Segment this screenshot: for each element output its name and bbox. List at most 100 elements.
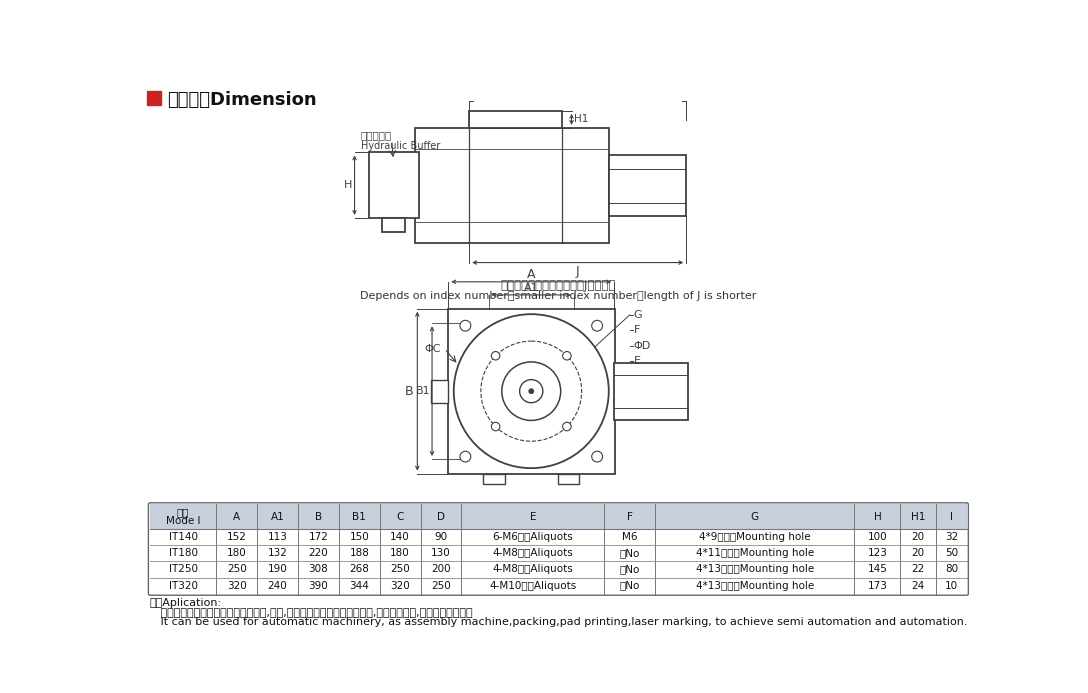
Circle shape bbox=[562, 351, 571, 360]
Text: B: B bbox=[405, 385, 413, 398]
Text: 180: 180 bbox=[227, 548, 247, 559]
Circle shape bbox=[592, 451, 603, 462]
Text: 80: 80 bbox=[944, 564, 959, 574]
Text: 240: 240 bbox=[268, 581, 287, 590]
Text: H1: H1 bbox=[573, 114, 588, 124]
Bar bbox=[147, 91, 161, 105]
Text: B1: B1 bbox=[353, 511, 367, 522]
Circle shape bbox=[529, 389, 533, 394]
Text: 113: 113 bbox=[268, 532, 287, 542]
Text: 外型尺寸Dimension: 外型尺寸Dimension bbox=[166, 91, 317, 109]
Text: D: D bbox=[437, 511, 445, 522]
Text: 20: 20 bbox=[912, 548, 925, 559]
Circle shape bbox=[592, 320, 603, 331]
Text: 152: 152 bbox=[226, 532, 247, 542]
Text: 无No: 无No bbox=[620, 564, 640, 574]
Text: 344: 344 bbox=[349, 581, 369, 590]
Text: It can be used for automatic machinery, as assembly machine,packing,pad printing: It can be used for automatic machinery, … bbox=[150, 617, 967, 627]
Text: H1: H1 bbox=[911, 511, 926, 522]
Text: 123: 123 bbox=[867, 548, 888, 559]
Bar bbox=[609, 155, 687, 216]
Circle shape bbox=[562, 422, 571, 431]
Bar bbox=[369, 152, 419, 218]
Text: 用途Aplication:: 用途Aplication: bbox=[150, 598, 222, 608]
Text: 250: 250 bbox=[227, 564, 247, 574]
Text: 320: 320 bbox=[227, 581, 247, 590]
Text: A1: A1 bbox=[524, 283, 539, 293]
Text: 130: 130 bbox=[431, 548, 450, 559]
Text: 4*9安装孔Mounting hole: 4*9安装孔Mounting hole bbox=[700, 532, 811, 542]
Text: 50: 50 bbox=[944, 548, 959, 559]
Bar bbox=[431, 380, 448, 403]
Text: B: B bbox=[314, 511, 322, 522]
Text: Depends on index number，smaller index number，length of J is shorter: Depends on index number，smaller index nu… bbox=[360, 292, 756, 301]
Text: B1: B1 bbox=[417, 386, 431, 396]
Text: 100: 100 bbox=[867, 532, 888, 542]
Bar bbox=[614, 362, 688, 421]
Text: 6-M6等分Aliquots: 6-M6等分Aliquots bbox=[493, 532, 573, 542]
Text: A: A bbox=[527, 268, 535, 281]
Text: H: H bbox=[874, 511, 881, 522]
Bar bbox=[448, 309, 615, 474]
Circle shape bbox=[502, 362, 560, 421]
Text: 150: 150 bbox=[349, 532, 369, 542]
Bar bbox=[382, 218, 405, 231]
Text: 无No: 无No bbox=[620, 581, 640, 590]
Text: 140: 140 bbox=[391, 532, 410, 542]
Text: 268: 268 bbox=[349, 564, 369, 574]
Circle shape bbox=[520, 380, 543, 403]
Text: 190: 190 bbox=[268, 564, 287, 574]
Text: 应用于装配机，台钻丝攻一体机包装,移印,激光打标等多工位自动化机械,实现半自动化,自动化生产加工。: 应用于装配机，台钻丝攻一体机包装,移印,激光打标等多工位自动化机械,实现半自动化… bbox=[150, 608, 472, 618]
Bar bbox=[558, 473, 579, 484]
Text: 145: 145 bbox=[867, 564, 888, 574]
Text: IT250: IT250 bbox=[169, 564, 198, 574]
Text: A: A bbox=[233, 511, 240, 522]
Text: M6: M6 bbox=[622, 532, 638, 542]
Text: 油压缓冲器: 油压缓冲器 bbox=[361, 130, 392, 141]
Text: 4*13安装孔Mounting hole: 4*13安装孔Mounting hole bbox=[696, 581, 814, 590]
Text: H: H bbox=[344, 180, 353, 190]
Text: 320: 320 bbox=[391, 581, 410, 590]
Text: IT320: IT320 bbox=[169, 581, 198, 590]
Text: 4*11安装孔Mounting hole: 4*11安装孔Mounting hole bbox=[696, 548, 814, 559]
Bar bbox=[150, 505, 967, 529]
Text: 4-M8等分Aliquots: 4-M8等分Aliquots bbox=[493, 564, 573, 574]
Text: 180: 180 bbox=[391, 548, 410, 559]
Text: J: J bbox=[576, 265, 580, 279]
Text: G: G bbox=[751, 511, 759, 522]
Text: 250: 250 bbox=[431, 581, 450, 590]
Text: 172: 172 bbox=[309, 532, 329, 542]
Text: Hydraulic Buffer: Hydraulic Buffer bbox=[361, 141, 440, 150]
Circle shape bbox=[454, 314, 609, 468]
Text: 4-M8等分Aliquots: 4-M8等分Aliquots bbox=[493, 548, 573, 559]
Text: G: G bbox=[633, 310, 642, 320]
Text: 22: 22 bbox=[912, 564, 925, 574]
Text: E: E bbox=[633, 356, 641, 366]
Text: 20: 20 bbox=[912, 532, 925, 542]
Text: F: F bbox=[633, 325, 640, 335]
Text: Mode I: Mode I bbox=[165, 516, 200, 526]
Circle shape bbox=[492, 422, 499, 431]
Text: 4*13安装孔Mounting hole: 4*13安装孔Mounting hole bbox=[696, 564, 814, 574]
Text: C: C bbox=[396, 511, 404, 522]
Text: 390: 390 bbox=[309, 581, 329, 590]
Text: 220: 220 bbox=[309, 548, 329, 559]
Text: ΦC: ΦC bbox=[424, 344, 441, 354]
Text: 无No: 无No bbox=[620, 548, 640, 559]
Text: A1: A1 bbox=[271, 511, 284, 522]
Text: 32: 32 bbox=[944, 532, 959, 542]
Text: 90: 90 bbox=[434, 532, 447, 542]
Text: IT180: IT180 bbox=[169, 548, 198, 559]
Text: F: F bbox=[627, 511, 633, 522]
Text: 24: 24 bbox=[912, 581, 925, 590]
Text: 308: 308 bbox=[309, 564, 329, 574]
Text: 250: 250 bbox=[391, 564, 410, 574]
Bar bbox=[415, 128, 609, 243]
Text: 188: 188 bbox=[349, 548, 369, 559]
Text: 由分度数决定，分度越小，J长度越短: 由分度数决定，分度越小，J长度越短 bbox=[500, 279, 616, 292]
Text: 200: 200 bbox=[431, 564, 450, 574]
Text: 132: 132 bbox=[268, 548, 287, 559]
Text: E: E bbox=[530, 511, 536, 522]
Circle shape bbox=[460, 451, 471, 462]
Circle shape bbox=[492, 351, 499, 360]
